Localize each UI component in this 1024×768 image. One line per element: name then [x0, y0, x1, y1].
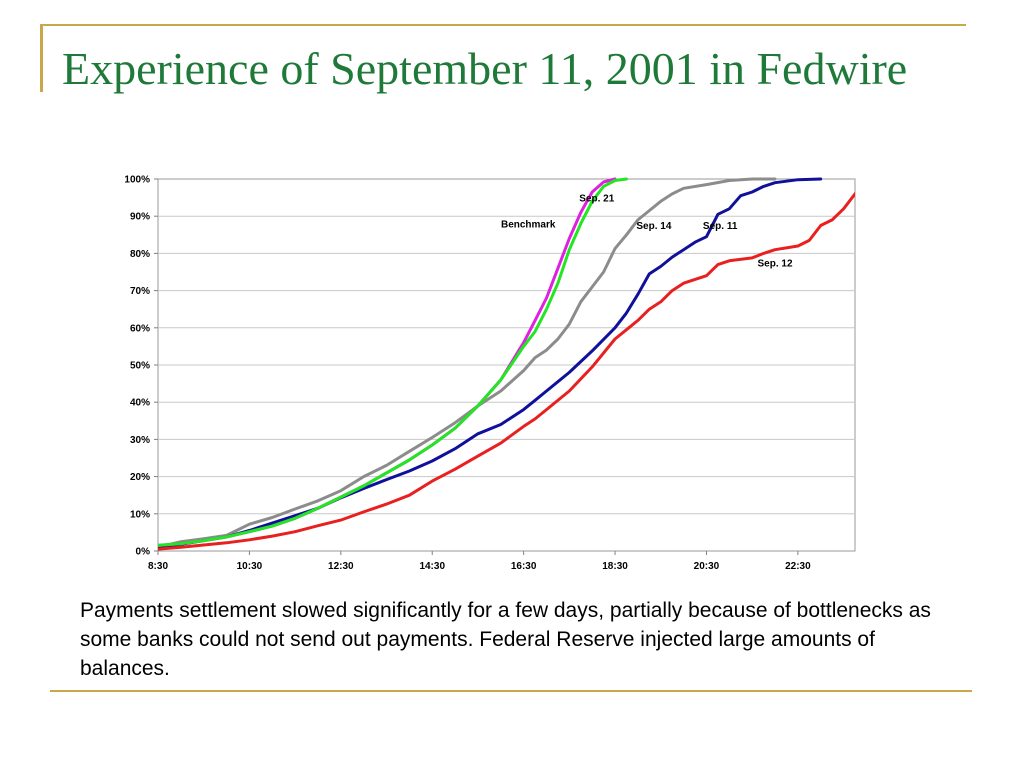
series-line-sep-21 [158, 177, 628, 547]
chart-container: 0% 10% 20% 30% 40% 50% 60% 70% 80% 90% 100% 8:30 10:… [100, 168, 880, 580]
y-tick-label: 10% [130, 509, 150, 520]
x-tick-label: 18:30 [602, 561, 628, 572]
series-label-sep-12: Sep. 12 [758, 258, 793, 269]
y-tick-label: 90% [130, 212, 150, 223]
title-accent-bar [40, 24, 43, 92]
x-tick-label: 10:30 [237, 561, 263, 572]
x-tick-label: 20:30 [694, 561, 720, 572]
series-label-benchmark: Benchmark [501, 219, 556, 230]
y-tick-label: 50% [130, 361, 150, 372]
series-line-sep-12 [158, 191, 855, 551]
y-tick-label: 60% [130, 323, 150, 334]
y-tick-label: 70% [130, 286, 150, 297]
y-tick-label: 20% [130, 472, 150, 483]
slide-caption: Payments settlement slowed significantly… [80, 599, 931, 680]
x-tick-label: 12:30 [328, 561, 354, 572]
series-line-sep-14 [158, 177, 777, 549]
series-label-sep-21: Sep. 21 [579, 193, 614, 204]
y-tick-label: 30% [130, 435, 150, 446]
slide-title: Experience of September 11, 2001 in Fedw… [62, 43, 908, 94]
y-tick-label: 0% [136, 547, 151, 558]
bottom-rule [50, 690, 972, 692]
y-tick-label: 100% [124, 175, 150, 186]
x-tick-label: 8:30 [148, 561, 168, 572]
x-tick-label: 16:30 [511, 561, 537, 572]
y-tick-label: 40% [130, 398, 150, 409]
series-label-sep-14: Sep. 14 [636, 221, 671, 232]
top-rule [40, 24, 966, 26]
series-label-sep-11: Sep. 11 [703, 221, 738, 232]
line-chart: 0% 10% 20% 30% 40% 50% 60% 70% 80% 90% 100% 8:30 10:… [124, 175, 856, 572]
x-tick-label: 14:30 [419, 561, 445, 572]
x-tick-label: 22:30 [785, 561, 811, 572]
y-tick-label: 80% [130, 249, 150, 260]
series-line-sep-11 [158, 177, 823, 549]
